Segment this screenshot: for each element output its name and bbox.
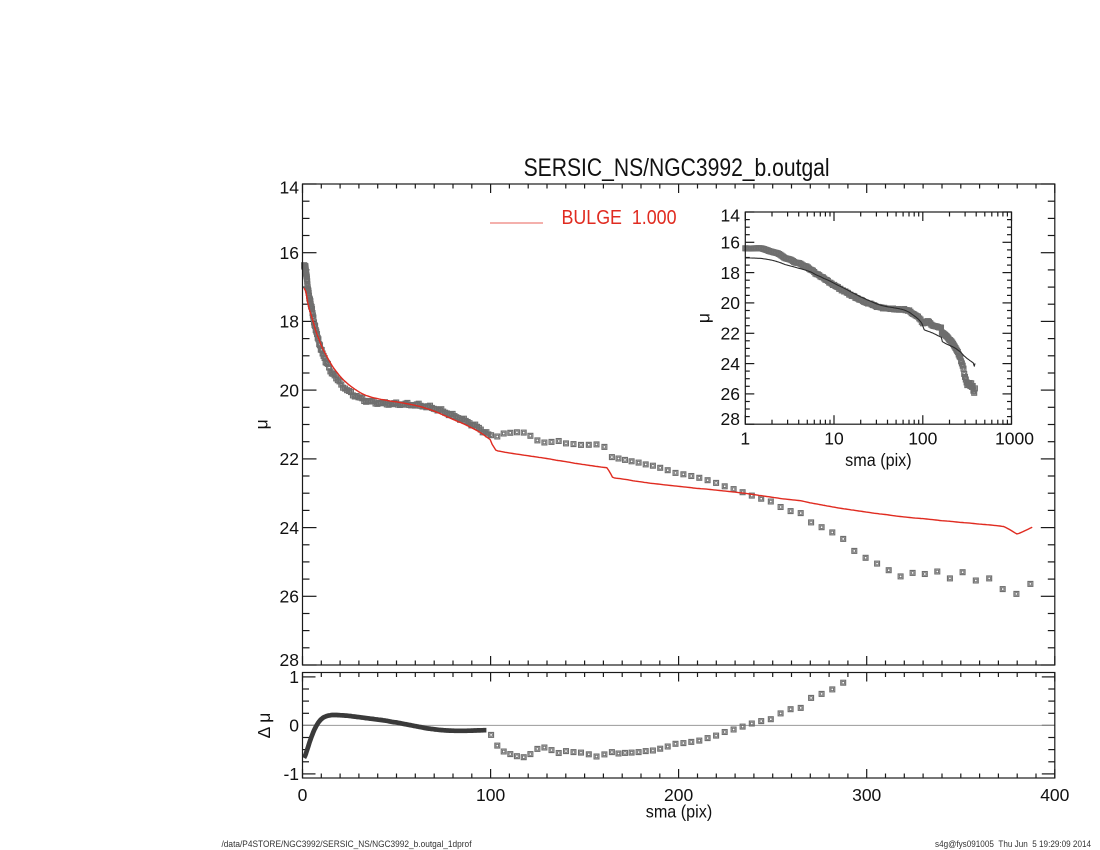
svg-text:1: 1 — [289, 667, 299, 687]
svg-text:100: 100 — [908, 429, 937, 449]
svg-text:BULGE 1.000: BULGE 1.000 — [562, 206, 677, 229]
svg-text:0: 0 — [289, 716, 299, 736]
svg-text:sma (pix): sma (pix) — [845, 450, 912, 470]
svg-text:26: 26 — [721, 384, 740, 404]
svg-text:16: 16 — [280, 243, 299, 263]
svg-text:0: 0 — [298, 785, 308, 805]
svg-text:μ: μ — [694, 313, 714, 323]
svg-text:28: 28 — [721, 409, 740, 429]
svg-text:14: 14 — [721, 205, 741, 225]
svg-text:1000: 1000 — [995, 429, 1034, 449]
svg-text:300: 300 — [852, 785, 881, 805]
svg-text:24: 24 — [280, 518, 300, 538]
svg-text:Δ μ: Δ μ — [254, 713, 274, 739]
svg-text:400: 400 — [1040, 785, 1069, 805]
svg-text:200: 200 — [664, 785, 693, 805]
svg-text:18: 18 — [721, 263, 740, 283]
svg-text:18: 18 — [280, 312, 299, 332]
svg-text:-1: -1 — [283, 764, 299, 784]
svg-text:14: 14 — [280, 177, 300, 197]
svg-text:20: 20 — [280, 380, 300, 400]
svg-text:100: 100 — [476, 785, 505, 805]
svg-text:28: 28 — [280, 650, 299, 670]
svg-text:10: 10 — [824, 429, 844, 449]
svg-text:22: 22 — [280, 449, 299, 469]
svg-text:26: 26 — [280, 587, 299, 607]
svg-text:1: 1 — [740, 429, 750, 449]
svg-text:μ: μ — [252, 419, 272, 429]
svg-text:sma (pix): sma (pix) — [646, 802, 713, 822]
svg-text:SERSIC_NS/NGC3992_b.outgal: SERSIC_NS/NGC3992_b.outgal — [524, 154, 830, 182]
svg-text:24: 24 — [721, 354, 741, 374]
svg-text:/data/P4STORE/NGC3992/SERSIC_N: /data/P4STORE/NGC3992/SERSIC_NS/NGC3992_… — [222, 839, 472, 849]
svg-text:20: 20 — [721, 293, 741, 313]
svg-text:22: 22 — [721, 324, 740, 344]
svg-text:s4g@fys091005 Thu Jun 5 19:2: s4g@fys091005 Thu Jun 5 19:29:09 2014 — [935, 839, 1091, 849]
svg-text:16: 16 — [721, 233, 740, 253]
